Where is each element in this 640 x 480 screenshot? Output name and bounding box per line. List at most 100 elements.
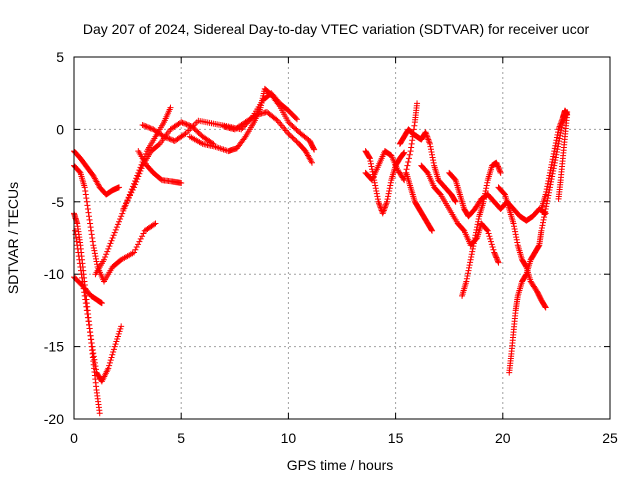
data-point [493, 159, 500, 166]
data-point [293, 126, 300, 133]
data-point [542, 303, 549, 310]
data-point [286, 132, 293, 139]
data-point [489, 244, 496, 251]
series-arc-5 [71, 274, 105, 307]
data-point [311, 146, 318, 153]
data-point [132, 246, 139, 253]
data-point [89, 346, 96, 353]
data-point [194, 128, 201, 135]
data-point [110, 349, 117, 356]
data-point [492, 252, 499, 259]
data-point [85, 318, 92, 325]
series-arc-11 [221, 109, 315, 166]
data-point [554, 146, 561, 153]
data-point [496, 167, 503, 174]
data-point [550, 153, 557, 160]
data-point [289, 122, 296, 129]
data-point [380, 208, 387, 215]
data-point [372, 182, 379, 189]
series-arc-1 [71, 148, 123, 198]
data-point [135, 173, 142, 180]
data-point [136, 170, 143, 177]
data-point [139, 233, 146, 240]
data-point [514, 239, 521, 246]
series-arc-12 [362, 148, 408, 217]
x-tick-label: 15 [388, 430, 404, 446]
data-point [548, 161, 555, 168]
data-point [385, 193, 392, 200]
data-point [411, 122, 418, 129]
data-point [152, 220, 159, 227]
data-point [494, 258, 501, 265]
data-point [183, 121, 190, 128]
data-point [288, 121, 295, 128]
data-point [547, 181, 554, 188]
data-point [555, 143, 562, 150]
data-point [546, 169, 553, 176]
data-point [163, 134, 170, 141]
data-point [548, 178, 555, 185]
data-point [140, 122, 147, 129]
data-point [118, 323, 125, 330]
data-point [128, 189, 135, 196]
data-point [138, 165, 145, 172]
data-point [495, 164, 502, 171]
data-point [87, 224, 94, 231]
data-point [483, 185, 490, 192]
data-point [178, 179, 185, 186]
data-point [367, 158, 374, 165]
data-point [310, 145, 317, 152]
data-point [538, 227, 545, 234]
axis-ticks: 0 5 10 15 20 25 -20 -15 -10 -5 0 5 [44, 49, 618, 446]
data-point [84, 314, 91, 321]
data-point [463, 275, 470, 282]
data-point [241, 135, 248, 142]
data-point [78, 271, 85, 278]
data-point [167, 136, 174, 143]
data-point [84, 202, 91, 209]
data-point [84, 311, 91, 318]
data-point [387, 179, 394, 186]
data-point [308, 159, 315, 166]
data-point [493, 255, 500, 262]
data-point [79, 274, 86, 281]
data-point [73, 238, 80, 245]
data-point [544, 183, 551, 190]
data-point [483, 226, 490, 233]
data-point [544, 197, 551, 204]
data-point [108, 354, 115, 361]
data-point [119, 210, 126, 217]
data-point [129, 187, 136, 194]
data-point [290, 124, 297, 131]
data-point [167, 104, 174, 111]
data-point [496, 166, 503, 173]
data-point [522, 272, 529, 279]
data-point [386, 185, 393, 192]
data-point [131, 249, 138, 256]
data-point [542, 304, 549, 311]
data-point [381, 206, 388, 213]
data-point [425, 137, 432, 144]
data-point [548, 176, 555, 183]
data-point [555, 129, 562, 136]
data-point [118, 213, 125, 220]
data-point [408, 144, 415, 151]
data-point [90, 350, 97, 357]
data-point [144, 124, 151, 131]
data-point [475, 215, 482, 222]
data-point [429, 227, 436, 234]
data-point [372, 185, 379, 192]
data-point [552, 157, 559, 164]
data-point [401, 149, 408, 156]
data-point [98, 300, 105, 307]
data-point [551, 159, 558, 166]
data-point [557, 130, 564, 137]
x-tick-label: 5 [177, 430, 185, 446]
data-point [557, 120, 564, 127]
data-point [91, 356, 98, 363]
data-point [91, 247, 98, 254]
data-point [548, 164, 555, 171]
data-point [429, 151, 436, 158]
data-point [165, 135, 172, 142]
data-point [83, 307, 90, 314]
